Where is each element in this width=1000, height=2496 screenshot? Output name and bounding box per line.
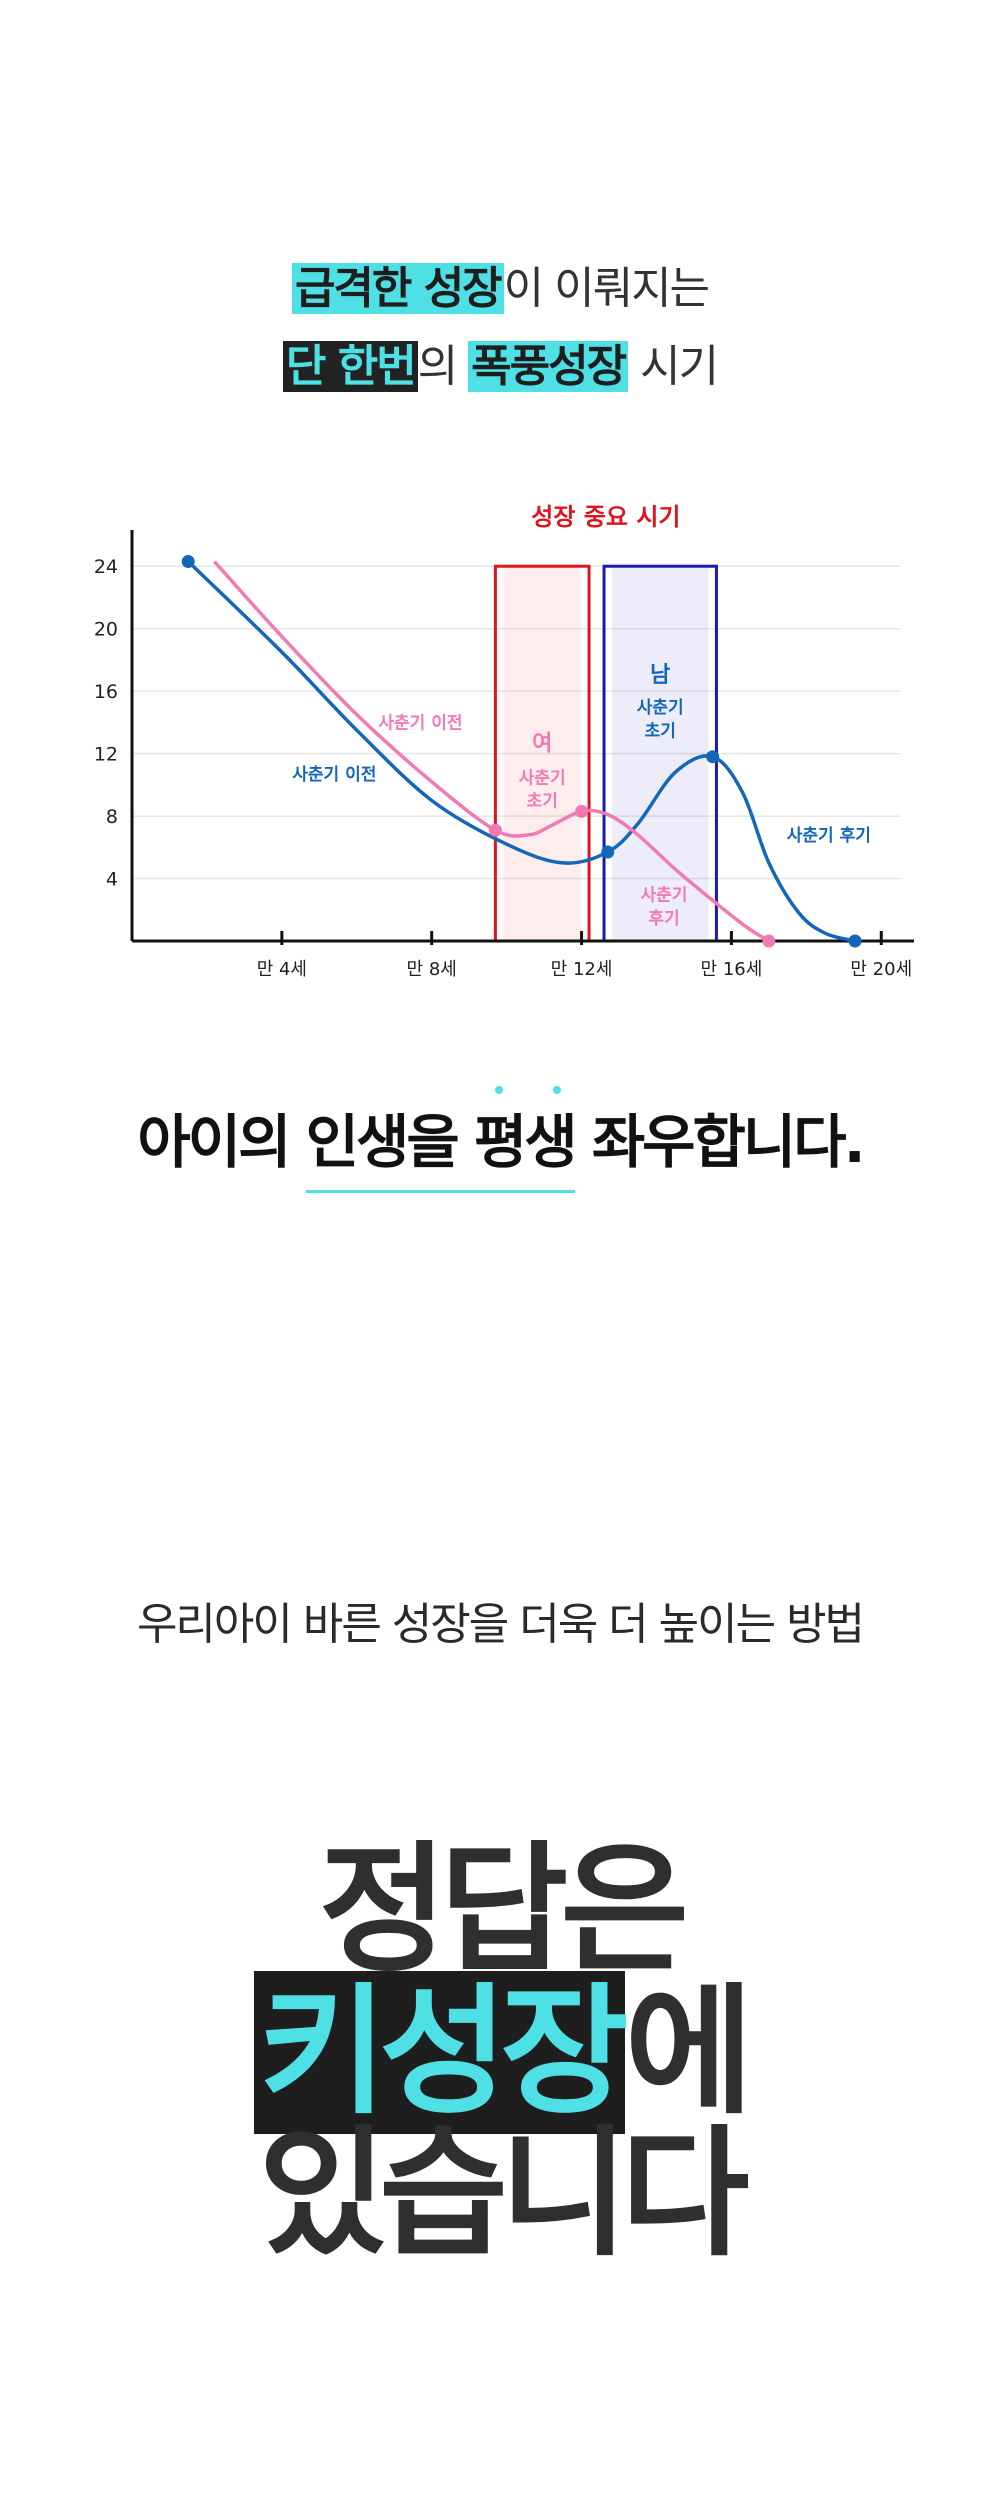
headline-line1-rest: 이 이뤄지는 bbox=[503, 263, 710, 314]
period-fill bbox=[503, 566, 582, 941]
answer-line2: 키성장에 bbox=[0, 1971, 1000, 2134]
series-point bbox=[762, 934, 776, 948]
answer-block: 정답은 키성장에 있습니다 bbox=[0, 1840, 1000, 2266]
answer-line1: 정답은 bbox=[318, 1829, 689, 1992]
answer-line2-rest: 에 bbox=[624, 1971, 754, 2134]
y-tick-label: 20 bbox=[94, 619, 118, 641]
chart-annotation: 초기 bbox=[645, 721, 676, 741]
chart-annotation: 여 bbox=[532, 731, 552, 756]
headline-line2-particle: 의 bbox=[417, 341, 459, 392]
chart-annotation: 사춘기 후기 bbox=[787, 825, 871, 846]
series-line-female bbox=[213, 560, 770, 943]
chart-annotation: 사춘기 bbox=[519, 768, 566, 788]
series-point bbox=[575, 804, 589, 818]
headline-highlight-storm-growth: 폭풍성장 bbox=[468, 341, 629, 392]
series-point bbox=[488, 823, 502, 837]
chart-annotation: 초기 bbox=[527, 792, 558, 812]
headline-line2-rest: 시기 bbox=[640, 341, 719, 392]
y-tick-label: 24 bbox=[94, 556, 118, 578]
chart-annotation: 사춘기 이전 bbox=[292, 765, 376, 785]
answer-key-growth: 키성장 bbox=[254, 1971, 629, 2134]
slogan-before: 아이의 bbox=[137, 1108, 306, 1176]
headline-line2: 단 한번의 폭풍성장 시기 bbox=[0, 328, 1000, 406]
headline-highlight-only-once: 단 한번 bbox=[282, 341, 418, 392]
growth-chart: 4 8 12 16 20 24 만 4세 만 8세 만 12세 만 16세 만 20세 성장 중요 시… bbox=[94, 503, 914, 980]
x-tick-label: 만 20세 bbox=[850, 959, 912, 980]
method-text: 우리아이 바른 성장을 더욱 더 높이는 방법 bbox=[136, 1599, 865, 1650]
headline-highlight-rapid-growth: 급격한 성장 bbox=[291, 263, 504, 314]
y-tick-label: 16 bbox=[94, 681, 118, 703]
period-fill bbox=[612, 566, 709, 941]
chart-annotation: 사춘기 bbox=[637, 698, 684, 718]
chart-annotation: 남 bbox=[650, 663, 670, 688]
chart-annotation: 후기 bbox=[648, 908, 679, 929]
slogan: 아이의 인생을 평생 좌우합니다. bbox=[0, 1095, 1000, 1193]
headline-line1: 급격한 성장이 이뤄지는 bbox=[0, 250, 1000, 328]
x-tick-label: 만 4세 bbox=[257, 959, 307, 980]
slogan-after: 좌우합니다. bbox=[574, 1108, 866, 1176]
y-tick-label: 8 bbox=[106, 806, 118, 828]
chart-annotation: 사춘기 이전 bbox=[378, 714, 462, 734]
x-tick-label: 만 16세 bbox=[701, 959, 763, 980]
chart-annotation: 사춘기 bbox=[641, 885, 688, 905]
emphasis-dot bbox=[495, 1086, 503, 1094]
slogan-emphasis: 인생을 평생 bbox=[305, 1095, 578, 1193]
answer-line3: 있습니다 bbox=[258, 2113, 749, 2276]
series-point bbox=[601, 845, 615, 859]
series-point bbox=[706, 750, 720, 764]
series-point bbox=[181, 555, 195, 569]
x-tick-label: 만 12세 bbox=[551, 959, 613, 980]
x-tick-label: 만 8세 bbox=[407, 959, 457, 980]
chart-title: 성장 중요 시기 bbox=[531, 503, 680, 531]
series-point bbox=[848, 934, 862, 948]
y-tick-label: 4 bbox=[106, 869, 118, 891]
emphasis-dot bbox=[553, 1086, 561, 1094]
y-tick-label: 12 bbox=[94, 744, 118, 766]
series-line-male bbox=[186, 560, 856, 943]
